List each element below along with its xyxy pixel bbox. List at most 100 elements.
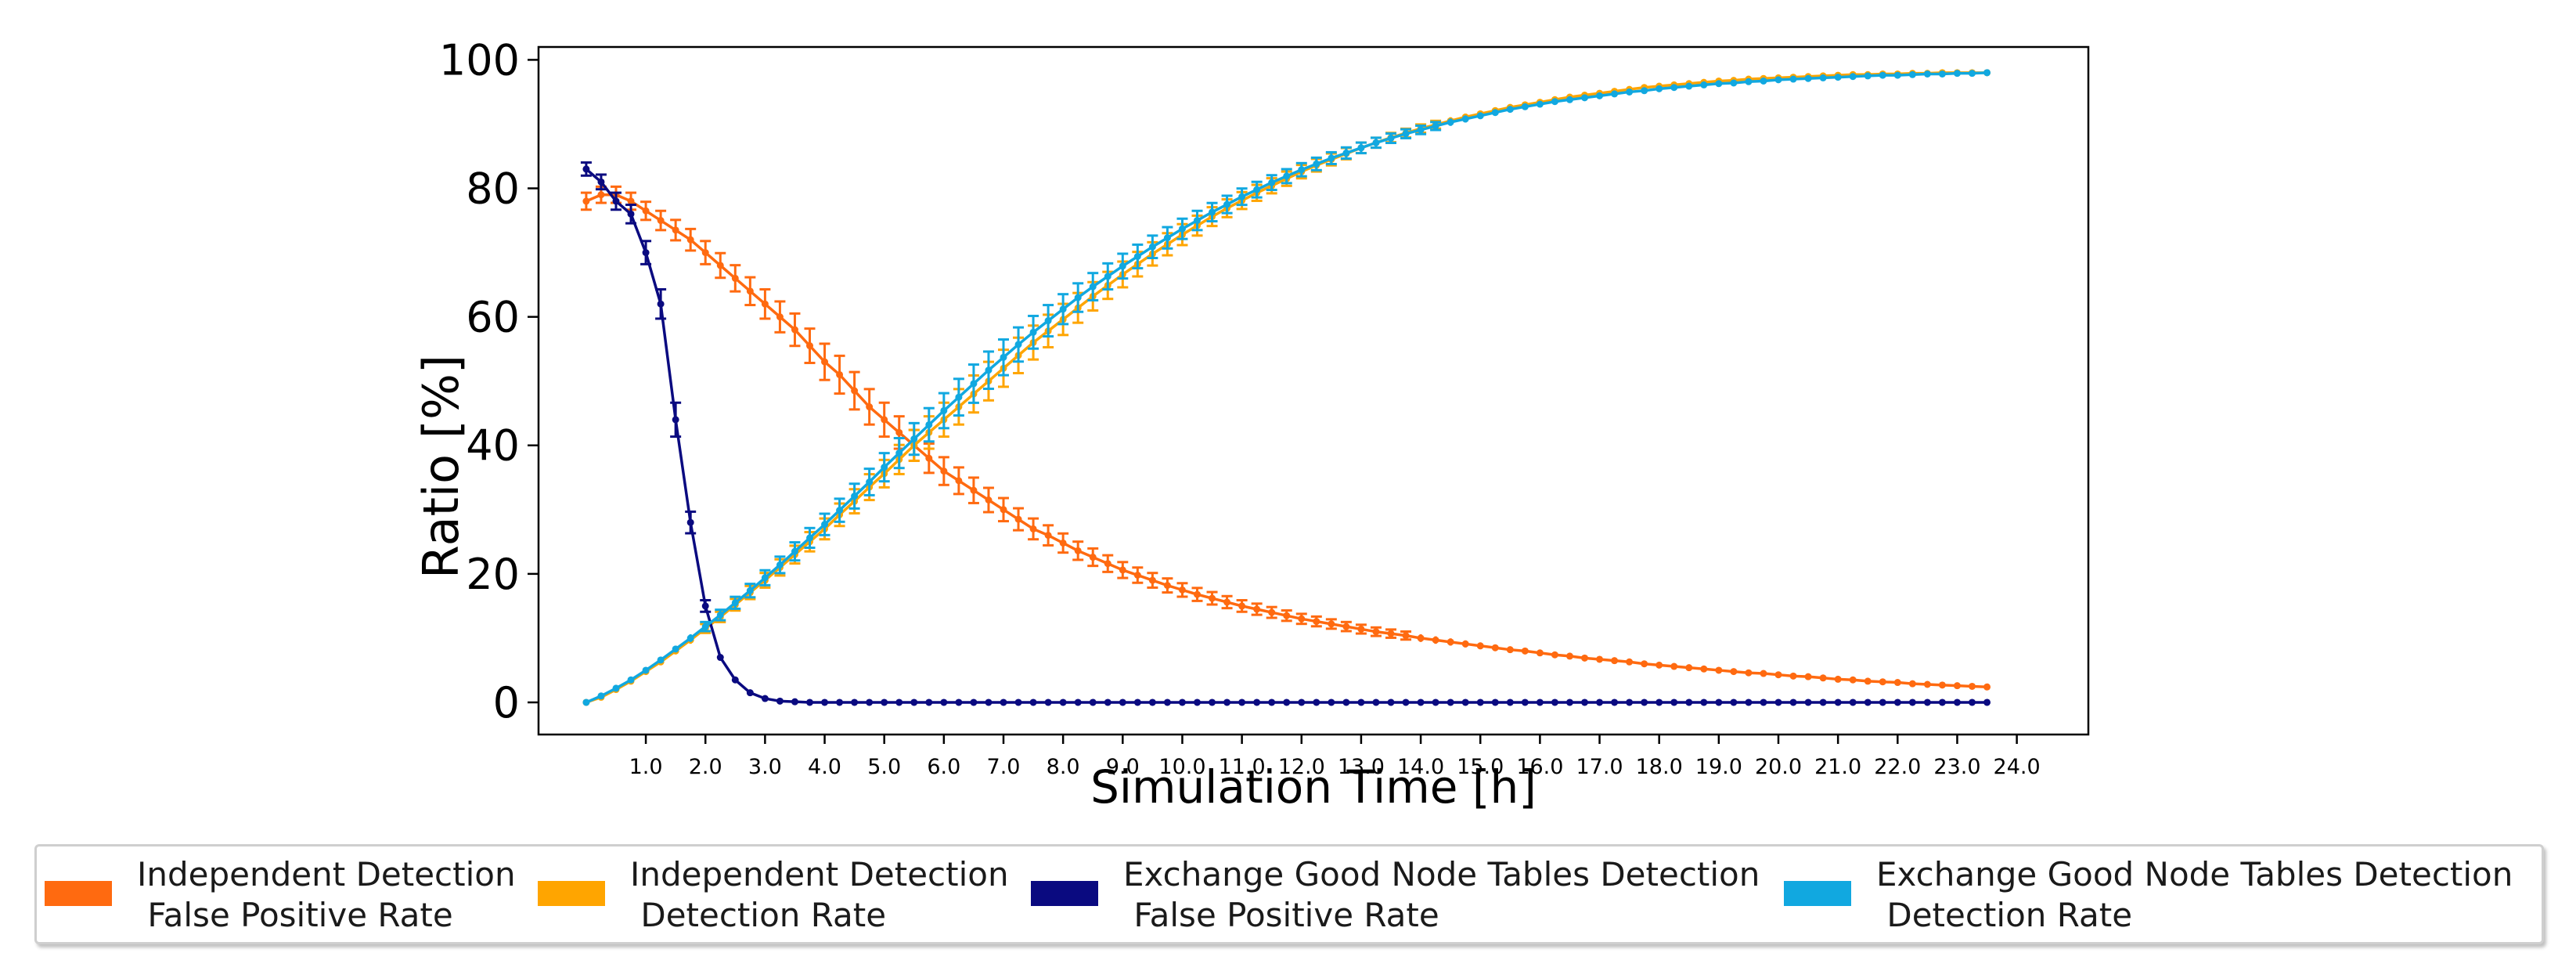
data-point [1908, 70, 1916, 78]
data-point [1760, 670, 1767, 677]
data-point [955, 477, 963, 485]
data-point [1864, 677, 1872, 685]
data-point [1923, 70, 1931, 78]
data-point [1163, 698, 1171, 706]
data-point [1908, 698, 1916, 706]
data-point [731, 274, 739, 282]
data-point [1715, 80, 1723, 88]
data-point [1372, 698, 1380, 706]
data-point [1804, 673, 1812, 680]
data-point [985, 698, 993, 706]
data-point [1953, 698, 1961, 706]
data-point [1611, 657, 1619, 665]
data-point [1774, 671, 1782, 679]
data-point [1119, 566, 1126, 574]
x-tick-label: 4.0 [808, 755, 841, 779]
data-point [716, 611, 724, 619]
data-point [1029, 328, 1037, 336]
data-point [1104, 273, 1111, 280]
series-3 [580, 161, 1991, 706]
series-1 [580, 185, 1991, 691]
x-tick-label: 18.0 [1636, 755, 1683, 779]
data-point [1476, 698, 1484, 706]
data-point [701, 249, 709, 257]
data-point [1000, 506, 1007, 514]
data-point [582, 698, 590, 706]
data-point [1565, 96, 1573, 103]
y-tick-label: 60 [466, 293, 520, 342]
data-point [1357, 144, 1365, 152]
data-point [1969, 70, 1976, 78]
legend-label-line2: Detection Rate [1876, 896, 2133, 934]
data-point [1760, 698, 1767, 706]
data-point [821, 698, 829, 706]
data-point [1819, 74, 1827, 81]
data-point [1148, 576, 1156, 584]
data-point [1745, 78, 1753, 85]
data-point [1565, 698, 1573, 706]
data-point [1074, 698, 1082, 706]
data-point [1298, 698, 1306, 706]
data-point [1506, 106, 1514, 114]
data-point [1089, 283, 1097, 291]
data-point [612, 684, 620, 692]
y-tick-label: 0 [493, 678, 520, 727]
legend-label-line1: Independent Detection [630, 855, 1009, 893]
data-point [701, 623, 709, 630]
x-tick-label: 16.0 [1516, 755, 1563, 779]
data-point [1745, 669, 1753, 677]
data-point [761, 695, 769, 702]
data-point [1387, 698, 1395, 706]
data-point [1014, 341, 1022, 348]
data-point [612, 197, 620, 205]
data-point [1178, 698, 1186, 706]
data-point [1819, 674, 1827, 682]
data-point [1641, 698, 1648, 706]
data-point [1893, 71, 1901, 79]
data-point [1178, 586, 1186, 594]
legend-label: Exchange Good Node Tables Detection Fals… [1123, 854, 1760, 936]
data-point [1209, 594, 1216, 602]
data-point [1655, 698, 1663, 706]
data-point [1253, 698, 1261, 706]
data-point [1328, 154, 1335, 162]
data-point [1268, 179, 1276, 186]
data-point [1447, 698, 1454, 706]
data-point [1163, 234, 1171, 242]
series-layer [580, 69, 1991, 706]
x-tick-label: 20.0 [1755, 755, 1802, 779]
x-tick-label: 14.0 [1397, 755, 1444, 779]
data-point [1194, 698, 1201, 706]
data-point [1700, 665, 1708, 673]
data-point [881, 464, 888, 471]
data-point [597, 178, 605, 186]
data-point [1357, 698, 1365, 706]
data-point [686, 236, 694, 244]
data-point [1506, 698, 1514, 706]
data-point [985, 366, 993, 374]
data-point [1893, 698, 1901, 706]
data-point [1104, 560, 1111, 568]
data-point [821, 521, 829, 529]
data-point [1879, 71, 1886, 79]
data-point [1685, 698, 1693, 706]
data-point [895, 698, 903, 706]
data-point [1774, 698, 1782, 706]
data-point [1730, 698, 1738, 706]
data-point [1044, 698, 1052, 706]
data-point [1611, 698, 1619, 706]
data-point [642, 207, 650, 215]
data-point [1536, 100, 1544, 108]
data-point [1014, 515, 1022, 523]
data-point [1745, 698, 1753, 706]
data-point [1133, 572, 1141, 579]
data-point [1670, 698, 1678, 706]
data-point [1893, 679, 1901, 687]
data-point [1969, 682, 1976, 690]
legend-label-line2: False Positive Rate [137, 896, 453, 934]
data-point [1938, 698, 1946, 706]
data-point [1864, 72, 1872, 80]
y-tick-label: 100 [439, 35, 520, 85]
data-point [1804, 74, 1812, 82]
